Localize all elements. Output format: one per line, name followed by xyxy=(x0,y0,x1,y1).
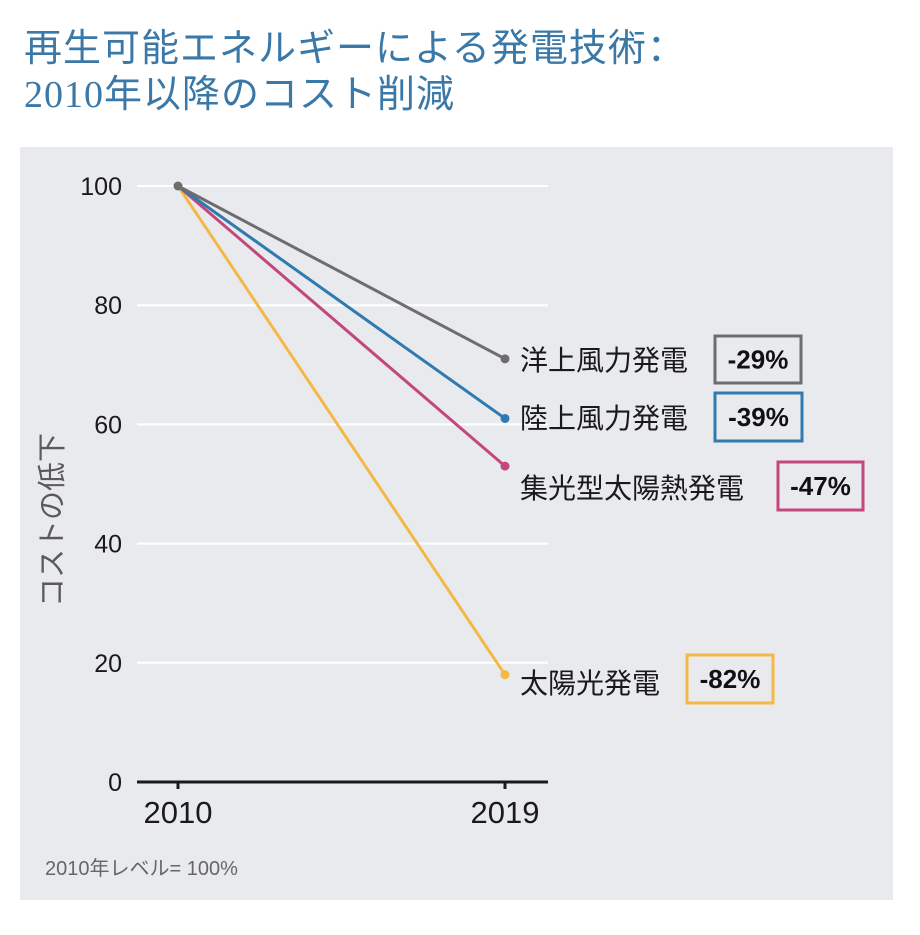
series-line xyxy=(176,185,507,676)
series-label: 陸上風力発電 xyxy=(520,403,688,434)
change-badge-value: -29% xyxy=(728,345,789,375)
series-lines xyxy=(173,181,510,680)
series-line xyxy=(177,184,506,361)
series-label: 洋上風力発電 xyxy=(520,345,688,376)
chart-title-line-1: 再生可能エネルギーによる発電技術： xyxy=(24,28,686,70)
change-badge-box xyxy=(776,460,865,512)
x-tick-label: 2019 xyxy=(471,795,540,830)
series-end-point xyxy=(500,354,510,364)
series-labels: 洋上風力発電 -29% 陸上風力発電 -39% 集光型太陽熱発電 -47% 太陽光発電 -82… xyxy=(520,334,865,705)
change-badge-box xyxy=(685,653,775,705)
change-badge-value: -47% xyxy=(790,471,851,501)
y-tick-label: 100 xyxy=(80,173,122,201)
series-end-point xyxy=(500,670,510,680)
y-tick-label: 40 xyxy=(94,531,122,559)
series-line xyxy=(177,184,506,468)
y-tick-label: 80 xyxy=(94,292,122,320)
series-label: 太陽光発電 xyxy=(520,668,660,699)
gridlines xyxy=(137,185,548,664)
x-tick-label: 2010 xyxy=(144,795,213,830)
chart-title: 再生可能エネルギーによる発電技術： 2010年以降のコスト削減 xyxy=(24,26,686,118)
series-end-point xyxy=(500,461,510,471)
change-badge-box xyxy=(713,334,803,385)
chart-panel xyxy=(20,147,893,900)
chart-title-line-2: 2010年以降のコスト削減 xyxy=(24,74,456,116)
y-tick-label: 0 xyxy=(108,769,122,797)
axes: 0 20 40 60 80 100 2010 2019 xyxy=(80,173,548,830)
series-start-point xyxy=(173,181,183,191)
y-tick-label: 20 xyxy=(94,650,122,678)
change-badge-box xyxy=(713,391,804,443)
y-axis-label: コストの低下 xyxy=(36,433,69,607)
series-end-point xyxy=(500,413,510,423)
y-tick-label: 60 xyxy=(94,411,122,439)
chart-note: 2010年レベル= 100% xyxy=(45,857,238,880)
series-label: 集光型太陽熱発電 xyxy=(520,473,744,504)
series-line xyxy=(177,184,506,420)
change-badge-value: -39% xyxy=(728,402,789,432)
change-badge-value: -82% xyxy=(700,664,761,694)
